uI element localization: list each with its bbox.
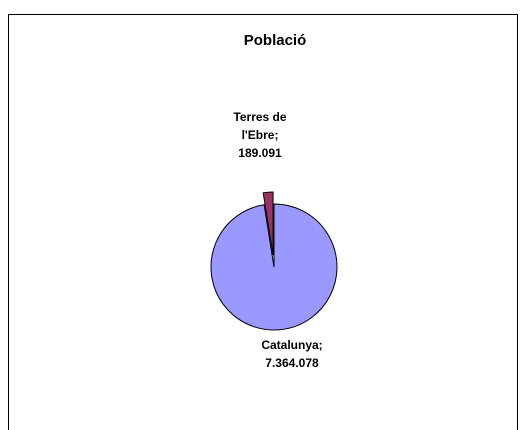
category-label: Catalunya <box>261 338 322 352</box>
chart-title: Població <box>244 32 307 49</box>
value-label: 7.364.078 <box>265 356 319 370</box>
value-label: 189.091 <box>238 146 282 160</box>
data-label: Terres de l'Ebre 189.091 <box>220 108 300 162</box>
pie-slice <box>210 203 338 331</box>
pie-slice <box>262 191 274 256</box>
data-label: Catalunya 7.364.078 <box>232 336 352 372</box>
category-label: Terres de l'Ebre <box>233 110 286 142</box>
